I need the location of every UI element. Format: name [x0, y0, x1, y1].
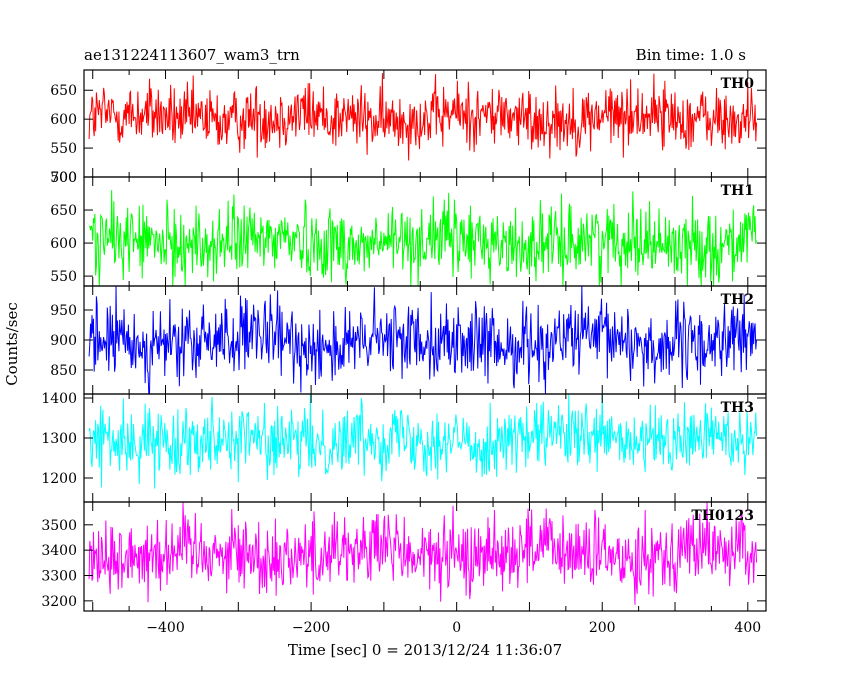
- chart-title: ae131224113607_wam3_trn: [84, 46, 300, 64]
- x-tick-label: 200: [589, 620, 616, 636]
- y-tick-label-th2: 850: [50, 363, 77, 379]
- series-th2: [88, 285, 758, 395]
- y-tick-label-th0123: 3400: [41, 543, 77, 559]
- y-tick-label-th1: 650: [50, 203, 77, 219]
- y-tick-label-th0123: 3200: [41, 594, 77, 610]
- x-tick-label: −200: [292, 620, 330, 636]
- x-tick-label: 0: [452, 620, 461, 636]
- y-tick-label-th1: 600: [50, 236, 77, 252]
- panel-label-th0: TH0: [721, 76, 755, 92]
- series-th3: [88, 393, 758, 489]
- x-axis-label: Time [sec] 0 = 2013/12/24 11:36:07: [288, 641, 562, 659]
- panel-label-th3: TH3: [721, 400, 754, 416]
- panel-frame-th0123: [83, 501, 767, 612]
- panel-frame-th1: [83, 176, 767, 287]
- series-th0123: [88, 501, 758, 605]
- y-tick-label-th0: 550: [50, 141, 77, 157]
- y-tick-label-th3: 1400: [41, 391, 77, 407]
- y-tick-label-th3: 1200: [41, 471, 77, 487]
- bin-time-label: Bin time: 1.0 s: [636, 46, 746, 64]
- y-tick-label-th0: 600: [50, 112, 77, 128]
- y-tick-label-th3: 1300: [41, 431, 77, 447]
- panel-label-th2: TH2: [721, 292, 754, 308]
- y-tick-label-th0123: 3300: [41, 569, 77, 585]
- panel-label-th1: TH1: [721, 183, 754, 199]
- y-tick-label-th0: 500: [50, 170, 77, 186]
- y-tick-label-th0123: 3500: [41, 518, 77, 534]
- series-th1: [88, 190, 758, 287]
- y-tick-label-th1: 550: [50, 269, 77, 285]
- y-axis-label: Counts/sec: [3, 302, 21, 386]
- y-tick-label-th2: 950: [50, 303, 77, 319]
- y-tick-label-th2: 900: [50, 333, 77, 349]
- series-th0: [88, 73, 758, 161]
- x-tick-label: −400: [146, 620, 184, 636]
- y-tick-label-th1: 700: [50, 170, 77, 186]
- panel-label-th0123: TH0123: [691, 508, 754, 524]
- x-tick-label: 400: [734, 620, 761, 636]
- y-tick-label-th0: 650: [50, 83, 77, 99]
